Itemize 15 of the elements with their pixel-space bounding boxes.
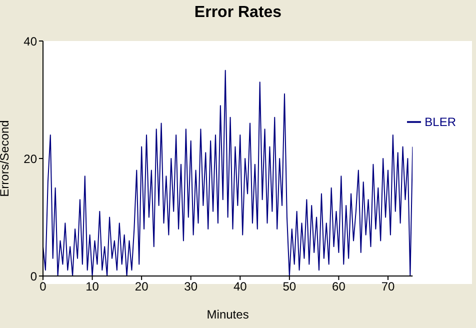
x-tick-label: 40 <box>233 280 248 294</box>
y-tick-label: 0 <box>30 269 38 284</box>
x-tick-label: 10 <box>86 280 100 294</box>
x-tick-label: 30 <box>184 280 198 294</box>
y-axis-title: Errors/Second <box>0 120 12 197</box>
y-tick-label: 40 <box>24 34 38 48</box>
x-tick-label: 70 <box>381 280 395 294</box>
x-tick-label: 20 <box>134 280 149 294</box>
x-tick-label: 60 <box>332 280 346 294</box>
chart-title: Error Rates <box>193 3 283 23</box>
x-tick-label: 0 <box>40 280 47 294</box>
x-tick-label: 50 <box>282 280 296 294</box>
legend-label: BLER <box>424 115 456 129</box>
x-axis-title: Minutes <box>206 308 249 322</box>
y-tick-label: 20 <box>24 152 38 166</box>
